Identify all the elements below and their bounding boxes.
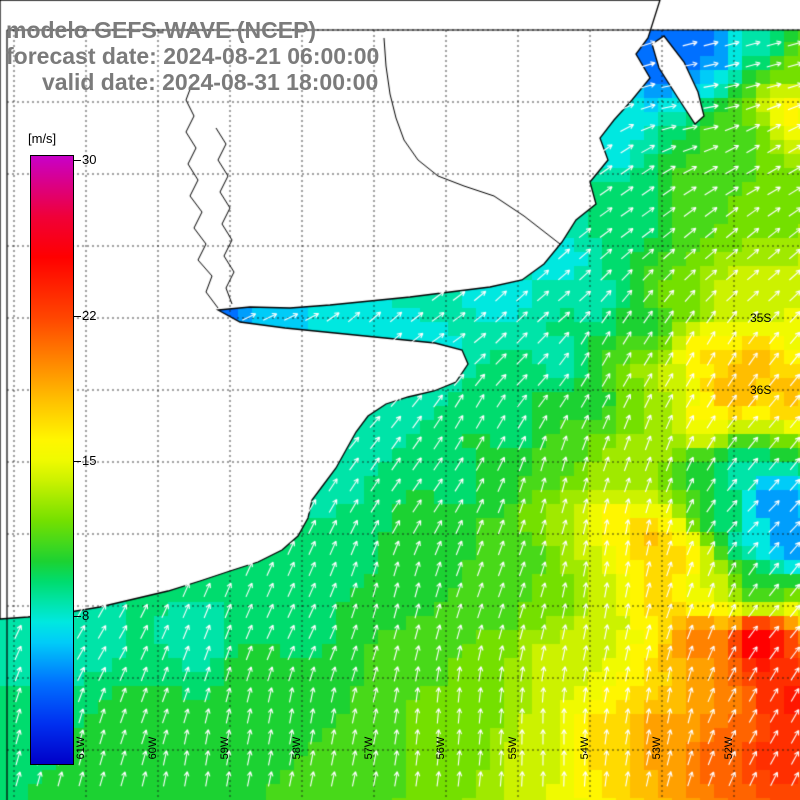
longitude-label: 54W	[579, 736, 591, 760]
forecast-date-line: forecast date: 2024-08-21 06:00:00	[6, 43, 380, 69]
longitude-label: 58W	[291, 736, 303, 760]
latitude-label: 35S	[750, 311, 772, 325]
colorbar-tick-label: 22	[82, 308, 97, 323]
colorbar-tick-mark	[74, 316, 81, 317]
colorbar-gradient	[30, 155, 74, 765]
colorbar-unit-label: [m/s]	[28, 131, 57, 146]
longitude-label: 59W	[219, 736, 231, 760]
longitude-label: 52W	[723, 736, 735, 760]
colorbar-tick-label: 8	[82, 608, 90, 623]
latitude-label: 36S	[750, 383, 772, 397]
colorbar-tick-mark	[74, 461, 81, 462]
map-header: modelo GEFS-WAVE (NCEP) forecast date: 2…	[6, 17, 379, 95]
longitude-label: 53W	[651, 736, 663, 760]
colorbar-tick-mark	[74, 160, 81, 161]
longitude-label: 61W	[75, 736, 87, 760]
colorbar-tick-mark	[74, 616, 81, 617]
model-title: modelo GEFS-WAVE (NCEP)	[6, 17, 317, 43]
longitude-label: 55W	[507, 736, 519, 760]
longitude-label: 56W	[435, 736, 447, 760]
longitude-label: 60W	[147, 736, 159, 760]
valid-date-line: valid date: 2024-08-31 18:00:00	[42, 69, 379, 95]
colorbar-tick-label: 15	[82, 453, 97, 468]
colorbar-tick-label: 30	[82, 152, 97, 167]
longitude-label: 57W	[363, 736, 375, 760]
